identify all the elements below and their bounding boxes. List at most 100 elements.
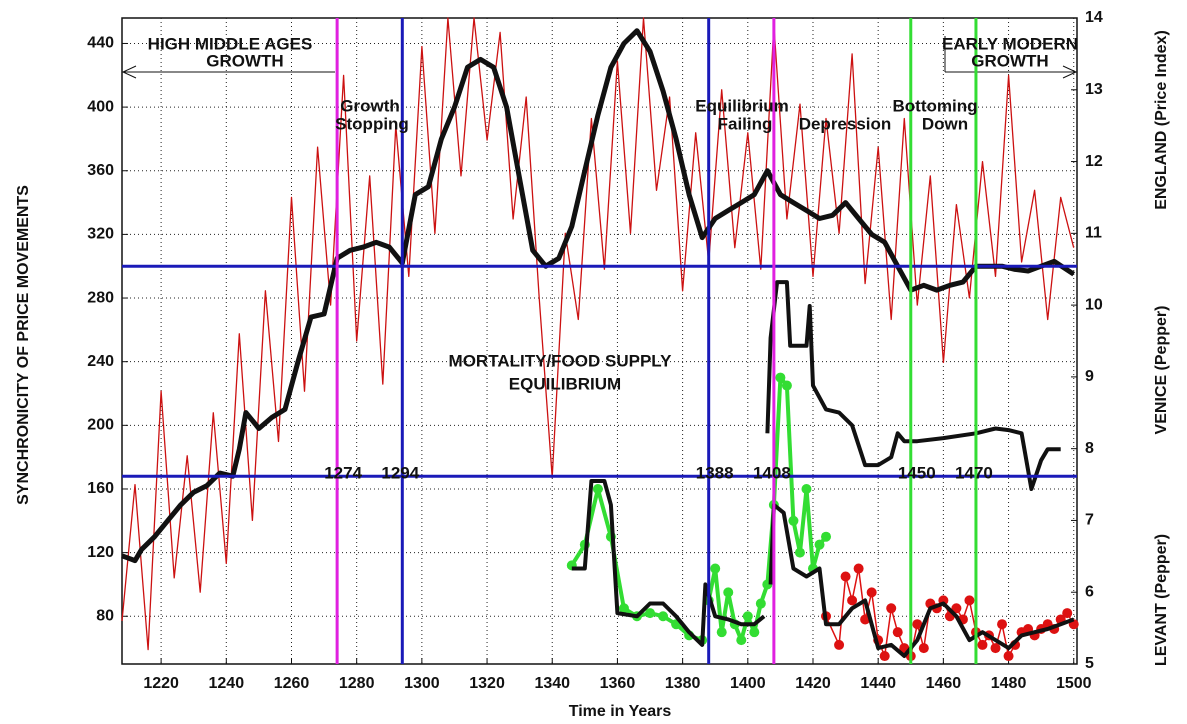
x-tick-label: 1420 <box>795 675 831 692</box>
y-tick-label: 120 <box>87 544 114 561</box>
series-marker <box>879 651 890 662</box>
plot-frame <box>121 17 1078 665</box>
series-marker <box>618 603 629 614</box>
x-tick-label: 1460 <box>926 675 962 692</box>
annotation: Depression <box>799 114 892 133</box>
y2-axis-title: VENICE (Pepper) <box>1153 306 1170 435</box>
series-marker <box>592 483 603 494</box>
series-line <box>571 479 766 647</box>
reference-label: 1388 <box>696 464 734 483</box>
series-marker <box>834 639 845 650</box>
series-marker <box>892 627 903 638</box>
reference-label: 1274 <box>324 464 362 483</box>
annotation: GROWTH <box>206 51 283 70</box>
series-marker <box>742 611 753 622</box>
series-marker <box>1003 651 1014 662</box>
y-axis-title: SYNCHRONICITY OF PRICE MOVEMENTS <box>15 185 32 505</box>
series-marker <box>658 611 669 622</box>
series-marker <box>814 539 825 550</box>
y-tick-label: 440 <box>87 35 114 52</box>
y2-tick-label: 5 <box>1085 655 1094 672</box>
series-marker <box>853 563 864 574</box>
y2-tick-label: 6 <box>1085 583 1094 600</box>
annotation: Equilibrium <box>695 96 789 115</box>
y2-tick-label: 10 <box>1085 296 1103 313</box>
series-marker <box>723 587 734 598</box>
y-tick-label: 80 <box>96 607 114 624</box>
series-line <box>121 28 1076 564</box>
annotation: HIGH MIDDLE AGES <box>148 34 313 53</box>
y2-tick-label: 9 <box>1085 368 1094 385</box>
x-tick-label: 1320 <box>469 675 505 692</box>
x-tick-label: 1500 <box>1056 675 1092 692</box>
series-marker <box>710 563 721 574</box>
series-marker <box>964 595 975 606</box>
series-marker <box>794 547 805 558</box>
series-marker <box>840 571 851 582</box>
x-tick-label: 1260 <box>274 675 310 692</box>
y2-tick-label: 14 <box>1085 9 1103 26</box>
y-tick-label: 160 <box>87 480 114 497</box>
series-marker <box>997 619 1008 630</box>
y-tick-label: 400 <box>87 98 114 115</box>
series-marker <box>912 619 923 630</box>
series-marker <box>847 595 858 606</box>
y2-tick-label: 13 <box>1085 81 1103 98</box>
x-tick-label: 1220 <box>143 675 179 692</box>
annotation: EARLY MODERN <box>942 34 1078 53</box>
series-marker <box>645 608 656 619</box>
reference-label: 1450 <box>898 464 936 483</box>
annotation: Down <box>922 114 968 133</box>
x-tick-label: 1360 <box>600 675 636 692</box>
series-marker <box>749 627 760 638</box>
series-line <box>768 502 1075 658</box>
series-marker <box>736 635 747 646</box>
series-marker <box>886 603 897 614</box>
x-tick-label: 1400 <box>730 675 766 692</box>
series-marker <box>866 587 877 598</box>
annotation: MORTALITY/FOOD SUPPLY <box>449 351 673 370</box>
y-tick-label: 280 <box>87 289 114 306</box>
reference-label: 1294 <box>381 464 419 483</box>
y2-tick-label: 11 <box>1085 225 1102 242</box>
series-marker <box>755 598 766 609</box>
annotation: Failing <box>718 114 773 133</box>
y-tick-label: 200 <box>87 417 114 434</box>
y2-tick-label: 12 <box>1085 153 1103 170</box>
y-tick-label: 240 <box>87 353 114 370</box>
x-tick-label: 1280 <box>339 675 375 692</box>
annotation: Growth <box>340 96 400 115</box>
x-tick-label: 1300 <box>404 675 440 692</box>
series-marker <box>977 639 988 650</box>
series-marker <box>951 603 962 614</box>
x-tick-label: 1340 <box>534 675 570 692</box>
y-tick-label: 360 <box>87 162 114 179</box>
series-marker <box>918 643 929 654</box>
y-tick-label: 320 <box>87 226 114 243</box>
x-tick-label: 1480 <box>991 675 1027 692</box>
x-tick-label: 1440 <box>860 675 896 692</box>
series-marker <box>788 515 799 526</box>
x-axis-title: Time in Years <box>569 703 672 720</box>
series-marker <box>801 483 812 494</box>
series-marker <box>781 380 792 391</box>
y2-tick-label: 7 <box>1085 512 1094 529</box>
series-marker <box>1062 608 1073 619</box>
y2-axis-title: LEVANT (Pepper) <box>1153 534 1170 666</box>
annotation: Bottoming <box>893 96 978 115</box>
reference-label: 1408 <box>753 464 791 483</box>
x-tick-label: 1380 <box>665 675 701 692</box>
series-line <box>121 17 1075 651</box>
annotation: Stopping <box>335 114 409 133</box>
series-marker <box>821 531 832 542</box>
y2-axis-title: ENGLAND (Price Index) <box>1153 30 1170 210</box>
reference-label: 1470 <box>955 464 993 483</box>
series-marker <box>775 372 786 383</box>
series-marker <box>990 643 1001 654</box>
x-tick-label: 1240 <box>209 675 245 692</box>
era-arrows <box>121 36 1078 79</box>
series-marker <box>716 627 727 638</box>
annotation: EQUILIBRIUM <box>509 374 621 393</box>
series-line <box>765 280 1061 491</box>
